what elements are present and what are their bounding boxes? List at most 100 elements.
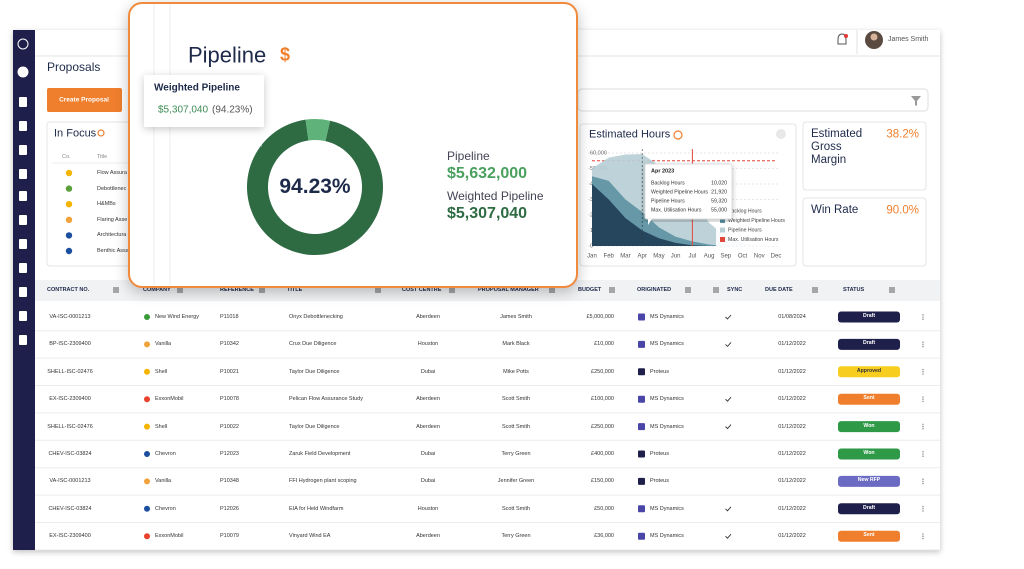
sidebar-icon[interactable] — [19, 263, 27, 273]
cell: 01/12/2022 — [778, 341, 806, 348]
column-header[interactable]: DUE DATE — [765, 286, 793, 293]
sync-check — [725, 424, 732, 430]
focus-item[interactable]: Debottlenec — [97, 185, 127, 192]
sidebar-icon[interactable] — [19, 287, 27, 297]
row-menu-dot[interactable] — [922, 480, 924, 483]
row-menu-dot[interactable] — [922, 428, 924, 430]
filter-icon[interactable] — [911, 96, 921, 106]
chart-tooltip — [644, 163, 733, 220]
row-menu-dot[interactable] — [922, 371, 924, 373]
row-menu-dot[interactable] — [922, 508, 924, 510]
column-header[interactable]: REFERENCE — [220, 286, 254, 293]
cell[interactable]: Taylor Due Diligence — [289, 423, 340, 430]
cell: Mike Potts — [503, 368, 529, 375]
column-header[interactable]: COMPANY — [143, 286, 171, 293]
sidebar-icon[interactable] — [19, 311, 27, 321]
row-menu-dot[interactable] — [922, 533, 924, 535]
column-header[interactable]: CONTRACT NO. — [47, 286, 90, 293]
cell: Dubai — [420, 450, 436, 457]
cell: ExxonMobil — [155, 396, 184, 403]
cell: CHEV-ISC-03824 — [48, 505, 92, 512]
filter-bar[interactable] — [577, 88, 929, 112]
row-menu-dot[interactable] — [922, 316, 924, 318]
avatar-face — [870, 33, 878, 41]
column-header[interactable]: PROPOSAL MANAGER — [478, 286, 539, 293]
sidebar-icon[interactable] — [19, 121, 27, 131]
row-menu-dot[interactable] — [922, 314, 924, 316]
column-header[interactable]: ORIGINATED — [637, 286, 672, 293]
sidebar-icon[interactable] — [19, 215, 27, 225]
row-menu-dot[interactable] — [922, 478, 924, 481]
row-menu-dot[interactable] — [922, 453, 924, 455]
cell: P12026 — [220, 505, 239, 512]
row-menu-dot[interactable] — [922, 345, 924, 348]
focus-item[interactable]: Benthic Assa — [97, 247, 129, 254]
row-menu-dot[interactable] — [922, 537, 924, 540]
status-label: Won — [863, 422, 875, 429]
column-header[interactable]: BUDGET — [578, 286, 602, 293]
legend-label: Backlog Hours — [728, 208, 762, 214]
sidebar-icon[interactable] — [19, 191, 27, 201]
row-menu-dot[interactable] — [922, 396, 924, 398]
x-tick-label: Jun — [671, 254, 681, 260]
row-menu-dot[interactable] — [922, 398, 924, 401]
cell: SHELL-ISC-02476 — [47, 368, 93, 375]
cell[interactable]: Pelican Flow Assurance Study — [289, 396, 363, 403]
status-label: Approved — [856, 367, 882, 374]
create-button-bg[interactable] — [47, 88, 122, 112]
bell-icon[interactable] — [837, 33, 847, 45]
row-menu-dot[interactable] — [922, 423, 924, 426]
cell[interactable]: Vinyard Wind EA — [289, 533, 331, 540]
column-header[interactable]: STATUS — [843, 286, 865, 293]
search-icon[interactable] — [97, 129, 105, 137]
row-menu-dot[interactable] — [922, 373, 924, 375]
cell: P10079 — [220, 533, 239, 540]
column-header: Co. — [62, 153, 71, 160]
column-header[interactable]: SYNC — [727, 286, 743, 293]
cell[interactable]: Crux Due Diligence — [289, 341, 337, 348]
cell: Aberdeen — [416, 423, 440, 430]
row-menu-dot[interactable] — [922, 505, 924, 508]
sidebar-icon[interactable] — [19, 145, 27, 155]
user-name[interactable]: James Smith — [888, 35, 929, 43]
row-menu-dot[interactable] — [922, 400, 924, 403]
sidebar-icon[interactable] — [17, 66, 29, 78]
sidebar-icon[interactable] — [19, 169, 27, 179]
company-logo — [65, 201, 73, 208]
row-menu-dot[interactable] — [922, 510, 924, 512]
cell[interactable]: Onyx Debottlenecking — [289, 313, 343, 320]
row-menu-dot[interactable] — [922, 425, 924, 428]
sidebar-icon[interactable] — [19, 239, 27, 249]
origin-icon — [638, 340, 645, 348]
origin-icon — [638, 450, 645, 458]
cell: ExxonMobil — [155, 533, 184, 540]
row-menu-dot[interactable] — [922, 455, 924, 458]
create-button[interactable]: Create Proposal — [59, 96, 109, 104]
hours-menu[interactable] — [776, 129, 786, 139]
focus-item[interactable]: Flaring Asse — [97, 216, 128, 223]
cell[interactable]: Zaruk Field Development — [289, 450, 351, 457]
focus-item[interactable]: Architectura — [97, 232, 127, 239]
row-menu-dot[interactable] — [922, 341, 924, 344]
row-menu-dot[interactable] — [922, 482, 924, 485]
sidebar-icon[interactable] — [19, 335, 27, 345]
row-menu-dot[interactable] — [922, 318, 924, 321]
row-menu-dot[interactable] — [922, 368, 924, 371]
cell[interactable]: FFI Hydrogen plant scoping — [289, 478, 357, 485]
cell: Terry Green — [501, 533, 531, 540]
company-logo — [65, 185, 73, 192]
row-menu-dot[interactable] — [922, 343, 924, 346]
sidebar-icon[interactable] — [19, 97, 27, 107]
cell: Mark Black — [502, 341, 530, 348]
sidebar-icon[interactable] — [17, 38, 29, 50]
panel-title: Estimated Hours — [589, 128, 671, 141]
cell[interactable]: Taylor Due Diligence — [289, 368, 340, 375]
cell: Houston — [417, 341, 439, 348]
cell[interactable]: EIA for Held Windfarm — [289, 505, 344, 512]
focus-item[interactable]: Flow Assura — [97, 169, 127, 176]
row-menu-dot[interactable] — [922, 451, 924, 453]
column-header[interactable]: COST CENTRE — [402, 286, 442, 293]
column-header[interactable]: TITLE — [287, 286, 303, 293]
row-menu-dot[interactable] — [922, 535, 924, 537]
focus-item[interactable]: H&MBs — [97, 201, 116, 208]
